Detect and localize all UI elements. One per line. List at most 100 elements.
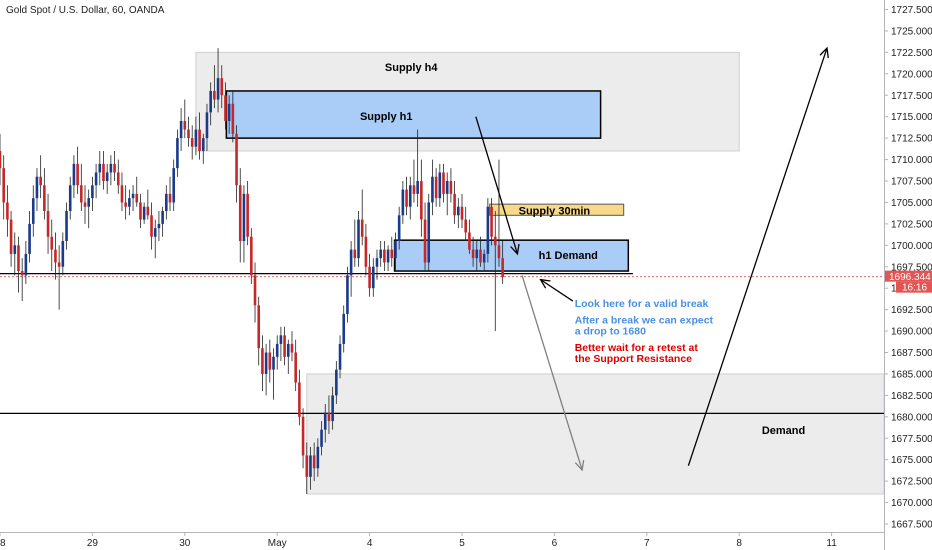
candle[interactable] — [146, 189, 150, 220]
candle[interactable] — [453, 181, 456, 224]
candle[interactable] — [46, 193, 50, 254]
arrow-rally[interactable] — [687, 46, 829, 466]
candle[interactable] — [13, 232, 17, 276]
candle[interactable] — [423, 202, 427, 272]
candle[interactable] — [331, 386, 334, 430]
candle[interactable] — [31, 185, 35, 237]
candle[interactable] — [113, 150, 116, 181]
candle[interactable] — [479, 236, 482, 267]
candle[interactable] — [309, 446, 312, 490]
candle[interactable] — [464, 206, 467, 242]
candle[interactable] — [168, 176, 172, 212]
candle[interactable] — [349, 241, 353, 297]
candle[interactable] — [275, 335, 279, 370]
zone-supply-30min[interactable] — [489, 203, 625, 216]
candle[interactable] — [338, 335, 342, 379]
candle[interactable] — [261, 335, 264, 392]
candle[interactable] — [353, 219, 357, 267]
candle[interactable] — [401, 181, 405, 224]
candle[interactable] — [116, 159, 120, 194]
candle[interactable] — [383, 241, 386, 272]
candle[interactable] — [445, 172, 449, 216]
candle[interactable] — [320, 421, 323, 456]
candle[interactable] — [205, 103, 209, 151]
candle[interactable] — [20, 258, 24, 302]
candle[interactable] — [142, 202, 146, 224]
candle[interactable] — [371, 258, 375, 297]
candle[interactable] — [412, 159, 416, 203]
candle[interactable] — [98, 150, 102, 186]
candle[interactable] — [408, 176, 412, 220]
candle[interactable] — [471, 236, 475, 267]
zone-demand[interactable] — [306, 373, 885, 495]
candle[interactable] — [153, 219, 157, 259]
candle[interactable] — [235, 125, 238, 203]
candle[interactable] — [139, 193, 142, 229]
candle[interactable] — [434, 168, 438, 207]
candle[interactable] — [131, 185, 135, 212]
candle[interactable] — [449, 168, 453, 203]
candle[interactable] — [257, 296, 261, 366]
candle[interactable] — [209, 82, 212, 126]
candle[interactable] — [76, 146, 79, 194]
candle[interactable] — [6, 185, 9, 237]
candle[interactable] — [497, 159, 501, 267]
candle[interactable] — [253, 262, 257, 323]
candle[interactable] — [194, 116, 198, 156]
candle[interactable] — [264, 343, 268, 396]
candle[interactable] — [312, 442, 316, 482]
zone-supply-h1[interactable] — [225, 90, 602, 139]
candle[interactable] — [109, 155, 113, 186]
candle[interactable] — [165, 185, 168, 220]
candle[interactable] — [279, 326, 283, 362]
candle[interactable] — [460, 193, 464, 229]
candle[interactable] — [65, 202, 68, 250]
candle[interactable] — [390, 236, 394, 267]
candle[interactable] — [283, 326, 286, 366]
candle[interactable] — [120, 172, 124, 212]
candle[interactable] — [105, 163, 109, 194]
candle[interactable] — [316, 438, 320, 477]
candle[interactable] — [227, 95, 231, 134]
arrow-look[interactable] — [539, 278, 574, 302]
candle[interactable] — [386, 245, 390, 272]
candle[interactable] — [94, 163, 98, 199]
candle[interactable] — [61, 232, 65, 276]
candle[interactable] — [220, 65, 224, 109]
candle[interactable] — [43, 168, 46, 220]
candle[interactable] — [17, 236, 20, 293]
candle[interactable] — [342, 305, 346, 353]
candle[interactable] — [83, 185, 87, 224]
candle[interactable] — [91, 176, 94, 212]
candle[interactable] — [379, 241, 382, 267]
candle[interactable] — [394, 232, 397, 272]
candle[interactable] — [35, 168, 39, 212]
candle[interactable] — [135, 176, 139, 207]
candle[interactable] — [216, 48, 220, 113]
arrow-drop[interactable] — [521, 275, 585, 472]
candle[interactable] — [157, 211, 161, 242]
candle[interactable] — [102, 150, 105, 190]
candle[interactable] — [490, 198, 493, 246]
candle[interactable] — [198, 112, 201, 160]
candle[interactable] — [50, 219, 54, 272]
candle[interactable] — [486, 198, 490, 263]
candle[interactable] — [397, 206, 401, 250]
candle[interactable] — [250, 228, 253, 284]
candle[interactable] — [68, 176, 72, 220]
candle[interactable] — [420, 159, 423, 237]
candle[interactable] — [183, 99, 187, 139]
candle[interactable] — [501, 241, 504, 284]
candle[interactable] — [238, 168, 242, 263]
candle[interactable] — [213, 65, 216, 109]
candle[interactable] — [190, 125, 194, 160]
candle[interactable] — [457, 198, 460, 229]
candle[interactable] — [305, 442, 309, 494]
candle[interactable] — [201, 133, 205, 164]
candle[interactable] — [298, 369, 301, 426]
candle[interactable] — [327, 395, 331, 434]
candle[interactable] — [335, 361, 338, 404]
candle[interactable] — [80, 163, 83, 212]
candle[interactable] — [294, 339, 297, 392]
